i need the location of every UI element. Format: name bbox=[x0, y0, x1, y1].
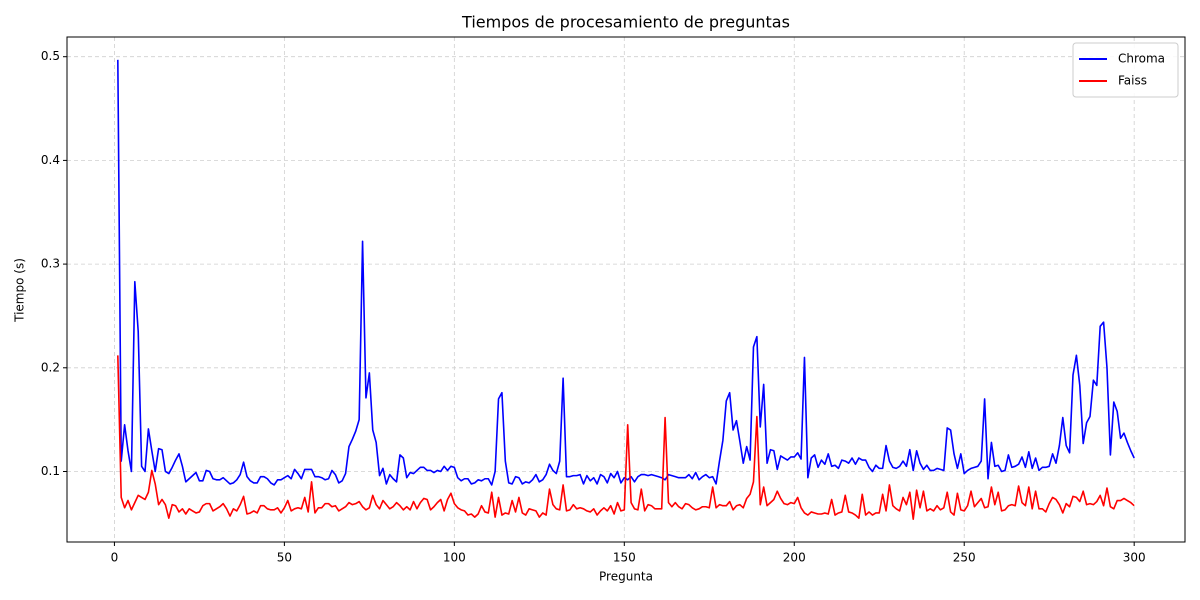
x-tick-label: 100 bbox=[443, 551, 466, 565]
data-line bbox=[117, 59, 1135, 486]
x-axis-label: Pregunta bbox=[599, 570, 653, 584]
legend-label: Chroma bbox=[1118, 52, 1165, 66]
chart-title: Tiempos de procesamiento de preguntas bbox=[461, 13, 790, 32]
x-tick-label: 250 bbox=[953, 551, 976, 565]
plot-frame bbox=[66, 36, 1186, 543]
legend-box bbox=[1072, 42, 1179, 98]
y-axis-label: Tiempo (s) bbox=[13, 258, 27, 323]
x-tick-label: 200 bbox=[783, 551, 806, 565]
data-line bbox=[117, 355, 1135, 520]
y-tick-label: 0.2 bbox=[41, 360, 60, 374]
legend-label: Faiss bbox=[1118, 74, 1147, 88]
x-tick-label: 50 bbox=[277, 551, 292, 565]
x-tick-label: 0 bbox=[111, 551, 119, 565]
y-tick-label: 0.3 bbox=[41, 257, 60, 271]
y-tick-label: 0.4 bbox=[41, 153, 60, 167]
x-tick-label: 300 bbox=[1123, 551, 1146, 565]
x-tick-label: 150 bbox=[613, 551, 636, 565]
y-tick-label: 0.1 bbox=[41, 464, 60, 478]
y-tick-label: 0.5 bbox=[41, 49, 60, 63]
